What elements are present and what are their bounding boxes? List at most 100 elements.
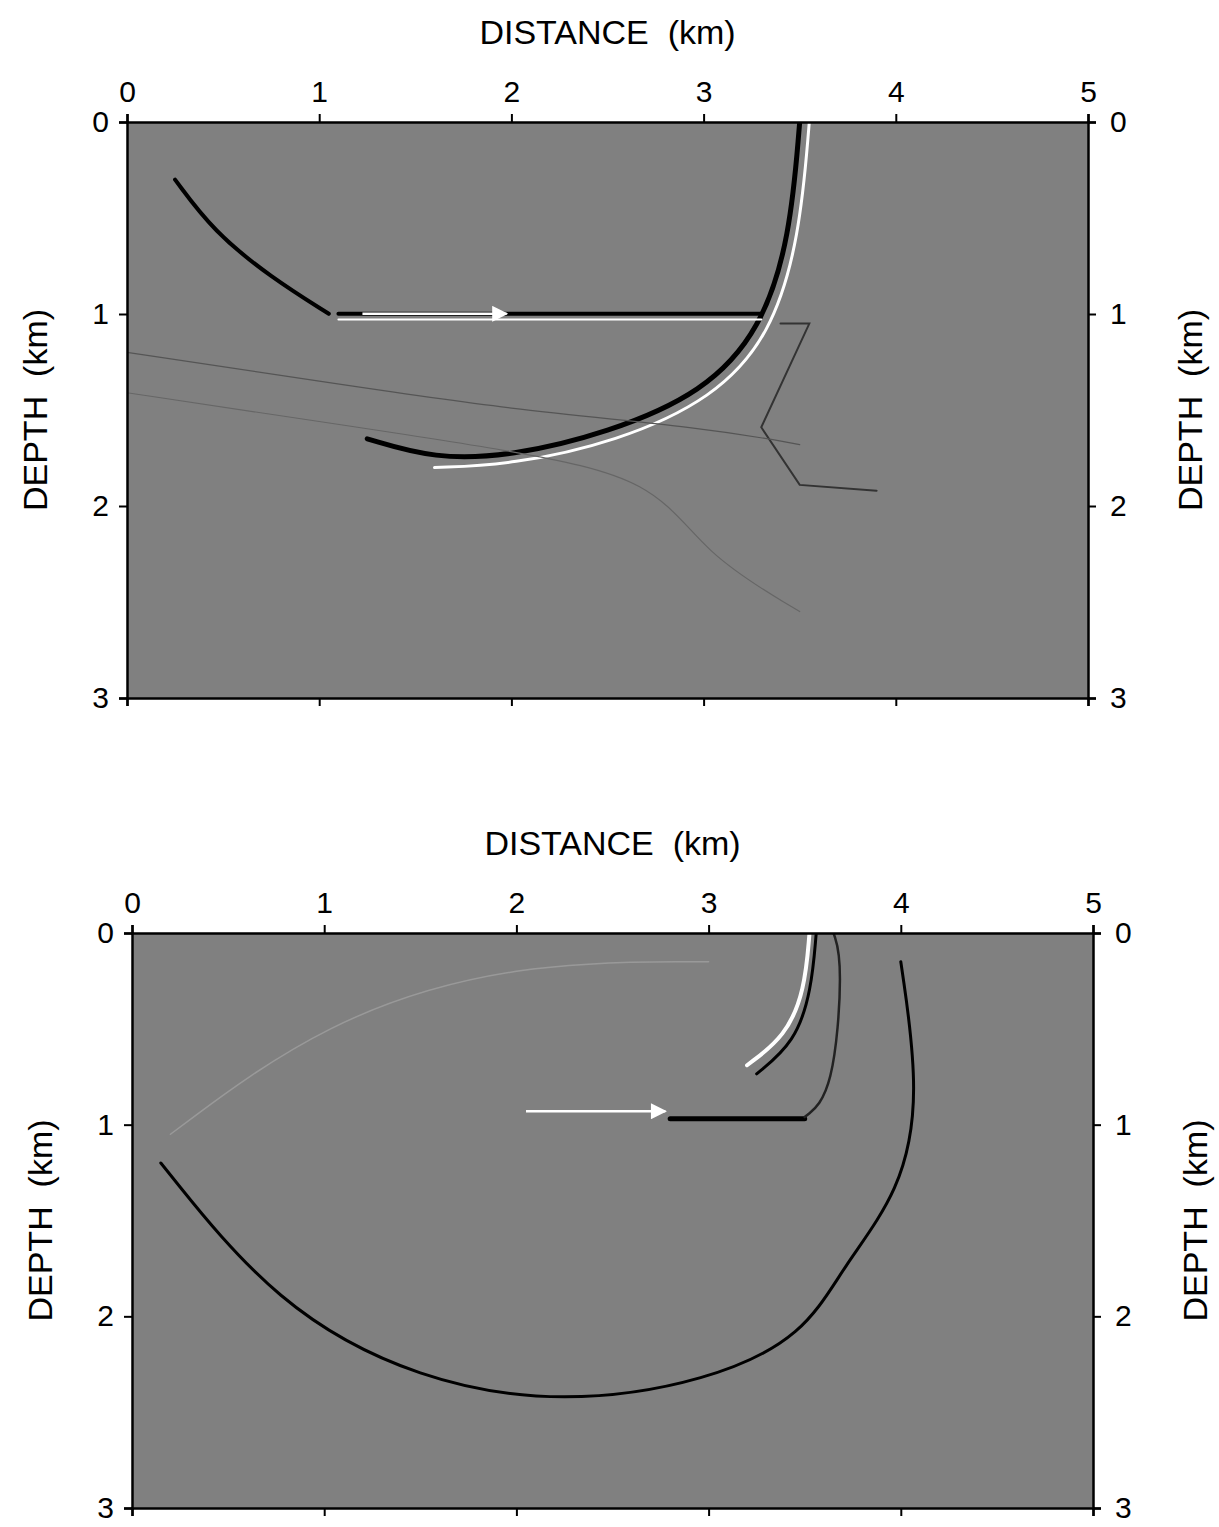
tick-mark xyxy=(1088,506,1096,508)
tick-label: 3 xyxy=(696,75,713,108)
tick-mark xyxy=(900,925,902,933)
tick-label: 3 xyxy=(1110,681,1127,714)
panel: 01234501230123DISTANCE (km)DEPTH (km)DEP… xyxy=(16,13,1209,714)
axis: 0 1 2 3 xyxy=(1088,105,1127,714)
x-axis-title: DISTANCE (km) xyxy=(479,13,735,51)
y-axis-title: DEPTH (km) xyxy=(1176,1119,1214,1321)
tick-label: 1 xyxy=(92,297,109,330)
wavefront xyxy=(338,312,761,316)
tick-mark xyxy=(516,925,518,933)
wavefront xyxy=(127,352,800,444)
tick-mark xyxy=(703,114,705,122)
tick: 2 xyxy=(504,75,521,122)
tick-mark xyxy=(124,1316,132,1318)
wavefront xyxy=(761,324,876,491)
tick-mark xyxy=(1093,1124,1101,1126)
tick: 3 xyxy=(92,681,127,714)
axis-line xyxy=(119,123,128,699)
tick-mark xyxy=(324,1508,326,1516)
plot-area xyxy=(132,933,1093,1508)
tick: 5 xyxy=(1080,75,1097,122)
axis: 0123 xyxy=(97,916,132,1524)
tick: 5 xyxy=(1085,886,1102,933)
axis-line xyxy=(128,699,1089,707)
tick: 0 xyxy=(124,886,141,933)
tick: 3 xyxy=(1093,1491,1132,1524)
tick-mark xyxy=(119,314,127,316)
tick: 0 xyxy=(92,105,127,138)
tick-label: 0 xyxy=(97,916,114,949)
tick-mark xyxy=(895,114,897,122)
tick-mark xyxy=(319,698,321,706)
background xyxy=(127,122,1088,698)
wavefront xyxy=(170,962,708,1135)
axis-line xyxy=(124,934,133,1509)
axis: 012345 xyxy=(124,886,1102,934)
tick xyxy=(896,698,897,706)
tick-mark xyxy=(1093,925,1095,933)
panel: 01234501230123DISTANCE (km)DEPTH (km)DEP… xyxy=(21,824,1214,1524)
axis: 0 1 2 3 4 5 xyxy=(119,75,1097,123)
y-axis-title: DEPTH (km) xyxy=(16,309,54,511)
arrow xyxy=(362,313,506,316)
tick-mark xyxy=(119,506,127,508)
tick-label: 2 xyxy=(1115,1299,1132,1332)
tick-mark xyxy=(1088,122,1096,124)
tick xyxy=(319,698,320,706)
tick-mark xyxy=(1088,114,1090,122)
tick xyxy=(704,698,705,706)
tick: 2 xyxy=(509,886,526,933)
axis-line xyxy=(133,925,1094,934)
tick: 0 xyxy=(119,75,136,122)
tick xyxy=(324,1508,325,1516)
tick-mark xyxy=(708,925,710,933)
tick: 3 xyxy=(1088,681,1127,714)
tick: 3 xyxy=(701,886,718,933)
tick-mark xyxy=(127,114,129,122)
tick-label: 4 xyxy=(893,886,910,919)
tick-mark xyxy=(511,698,513,706)
tick-mark xyxy=(708,1508,710,1516)
axis-line xyxy=(1094,934,1102,1509)
tick: 2 xyxy=(1088,489,1127,522)
tick-label: 3 xyxy=(701,886,718,919)
tick-mark xyxy=(1088,314,1096,316)
tick: 0 xyxy=(97,916,132,949)
y-axis-title: DEPTH (km) xyxy=(21,1119,59,1321)
tick-mark xyxy=(132,925,134,933)
x-axis-title: DISTANCE (km) xyxy=(484,824,740,862)
wavefront xyxy=(338,319,761,321)
figure: 01234501230123DISTANCE (km)DEPTH (km)DEP… xyxy=(0,0,1219,1527)
tick: 2 xyxy=(97,1299,132,1332)
tick-mark xyxy=(119,698,127,700)
tick: 1 xyxy=(1088,297,1127,330)
wavefront xyxy=(127,393,800,612)
axis-line xyxy=(1089,123,1097,699)
axis-line xyxy=(128,114,1089,123)
tick: 4 xyxy=(888,75,905,122)
wavefront xyxy=(805,933,840,1117)
tick: 1 xyxy=(311,75,328,122)
wavefront xyxy=(747,933,809,1065)
tick: 0 xyxy=(1093,916,1132,949)
plot-area xyxy=(127,122,1088,698)
tick-label: 2 xyxy=(504,75,521,108)
tick-mark xyxy=(511,114,513,122)
axis xyxy=(133,1508,1094,1516)
tick-mark xyxy=(516,1508,518,1516)
wavefront xyxy=(161,962,914,1397)
tick-mark xyxy=(324,925,326,933)
tick-label: 0 xyxy=(92,105,109,138)
tick-label: 0 xyxy=(119,75,136,108)
tick-label: 0 xyxy=(1110,105,1127,138)
tick-label: 3 xyxy=(92,681,109,714)
tick: 3 xyxy=(97,1491,132,1524)
tick-mark xyxy=(1093,1508,1101,1510)
tick-label: 5 xyxy=(1080,75,1097,108)
tick-label: 0 xyxy=(1115,916,1132,949)
tick-label: 1 xyxy=(311,75,328,108)
wavefront xyxy=(175,180,329,314)
tick: 0 xyxy=(1088,105,1127,138)
tick-mark xyxy=(1093,1316,1101,1318)
tick-label: 4 xyxy=(888,75,905,108)
